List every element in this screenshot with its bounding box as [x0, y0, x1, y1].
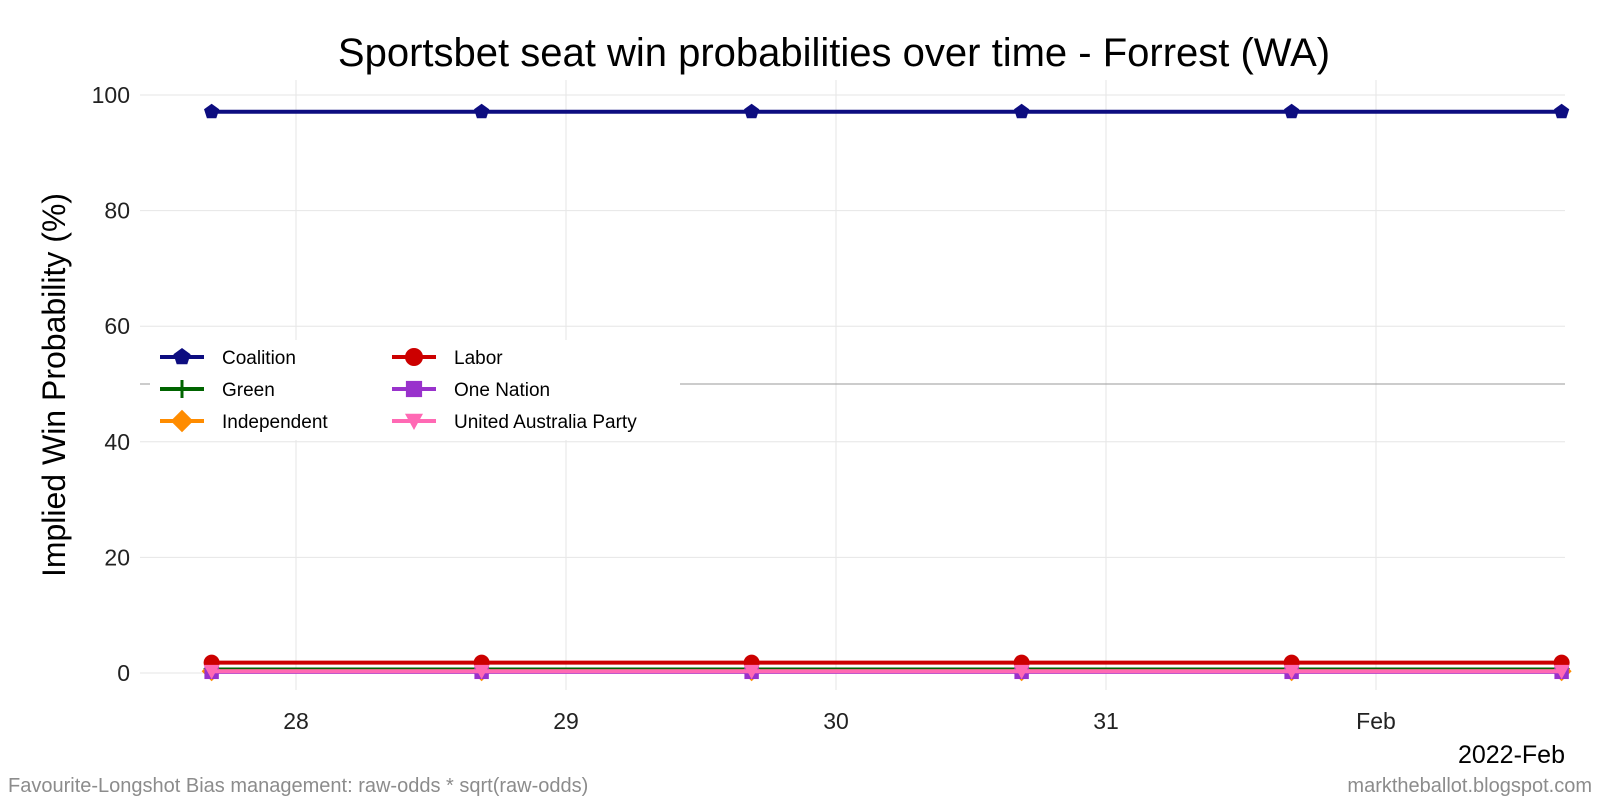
legend-label: One Nation	[454, 380, 550, 401]
legend-marker	[405, 380, 423, 398]
legend-label: United Australia Party	[454, 412, 637, 433]
x-axis-period-label: 2022-Feb	[1458, 741, 1565, 769]
y-tick-label: 100	[92, 82, 130, 108]
series-coalition	[204, 103, 1570, 119]
y-axis-label: Implied Win Probability (%)	[36, 193, 72, 577]
legend-item-united-australia-party: United Australia Party	[392, 412, 637, 433]
data-point-coalition	[1014, 103, 1030, 119]
legend-marker	[405, 348, 423, 366]
y-tick-label: 60	[104, 313, 130, 339]
x-tick-label: 28	[283, 708, 309, 734]
legend-marker	[170, 409, 194, 433]
legend-item-labor: Labor	[392, 348, 503, 369]
x-axis-ticks: 28 29 30 31 Feb	[283, 708, 1396, 734]
legend-label: Independent	[222, 412, 328, 433]
grid-lines	[140, 80, 1565, 690]
y-tick-label: 80	[104, 198, 130, 224]
data-point-coalition	[474, 103, 490, 119]
data-point-coalition	[1554, 103, 1570, 119]
data-point-united-australia-party	[743, 664, 760, 680]
caption-source: marktheballot.blogspot.com	[1347, 775, 1592, 797]
x-tick-label: 31	[1093, 708, 1119, 734]
legend-item-independent: Independent	[160, 409, 328, 433]
y-tick-label: 0	[117, 660, 130, 686]
legend-marker	[405, 413, 423, 430]
legend: Coalition Labor Green One Nation Independent…	[160, 348, 637, 433]
data-point-coalition	[204, 103, 220, 119]
x-tick-label: 29	[553, 708, 579, 734]
legend-marker	[173, 380, 191, 398]
caption-method-note: Favourite-Longshot Bias management: raw-…	[8, 775, 588, 797]
data-point-coalition	[1284, 103, 1300, 119]
chart-title: Sportsbet seat win probabilities over ti…	[338, 31, 1330, 75]
legend-label: Labor	[454, 348, 503, 369]
legend-label: Coalition	[222, 348, 296, 369]
y-axis-ticks: 0 20 40 60 80 100	[92, 82, 130, 686]
data-point-united-australia-party	[1013, 664, 1030, 680]
x-tick-label: 30	[823, 708, 849, 734]
data-point-united-australia-party	[203, 664, 220, 680]
legend-marker	[173, 348, 191, 365]
x-tick-label: Feb	[1356, 708, 1396, 734]
legend-label: Green	[222, 380, 275, 401]
y-tick-label: 40	[104, 429, 130, 455]
y-tick-label: 20	[104, 544, 130, 570]
series-layer	[201, 103, 1572, 682]
data-point-coalition	[744, 103, 760, 119]
legend-item-one-nation: One Nation	[392, 380, 550, 401]
legend-item-coalition: Coalition	[160, 348, 296, 369]
data-point-united-australia-party	[1283, 664, 1300, 680]
data-point-united-australia-party	[473, 664, 490, 680]
series-united-australia-party	[203, 664, 1570, 680]
legend-item-green: Green	[160, 380, 275, 401]
data-point-united-australia-party	[1553, 664, 1570, 680]
